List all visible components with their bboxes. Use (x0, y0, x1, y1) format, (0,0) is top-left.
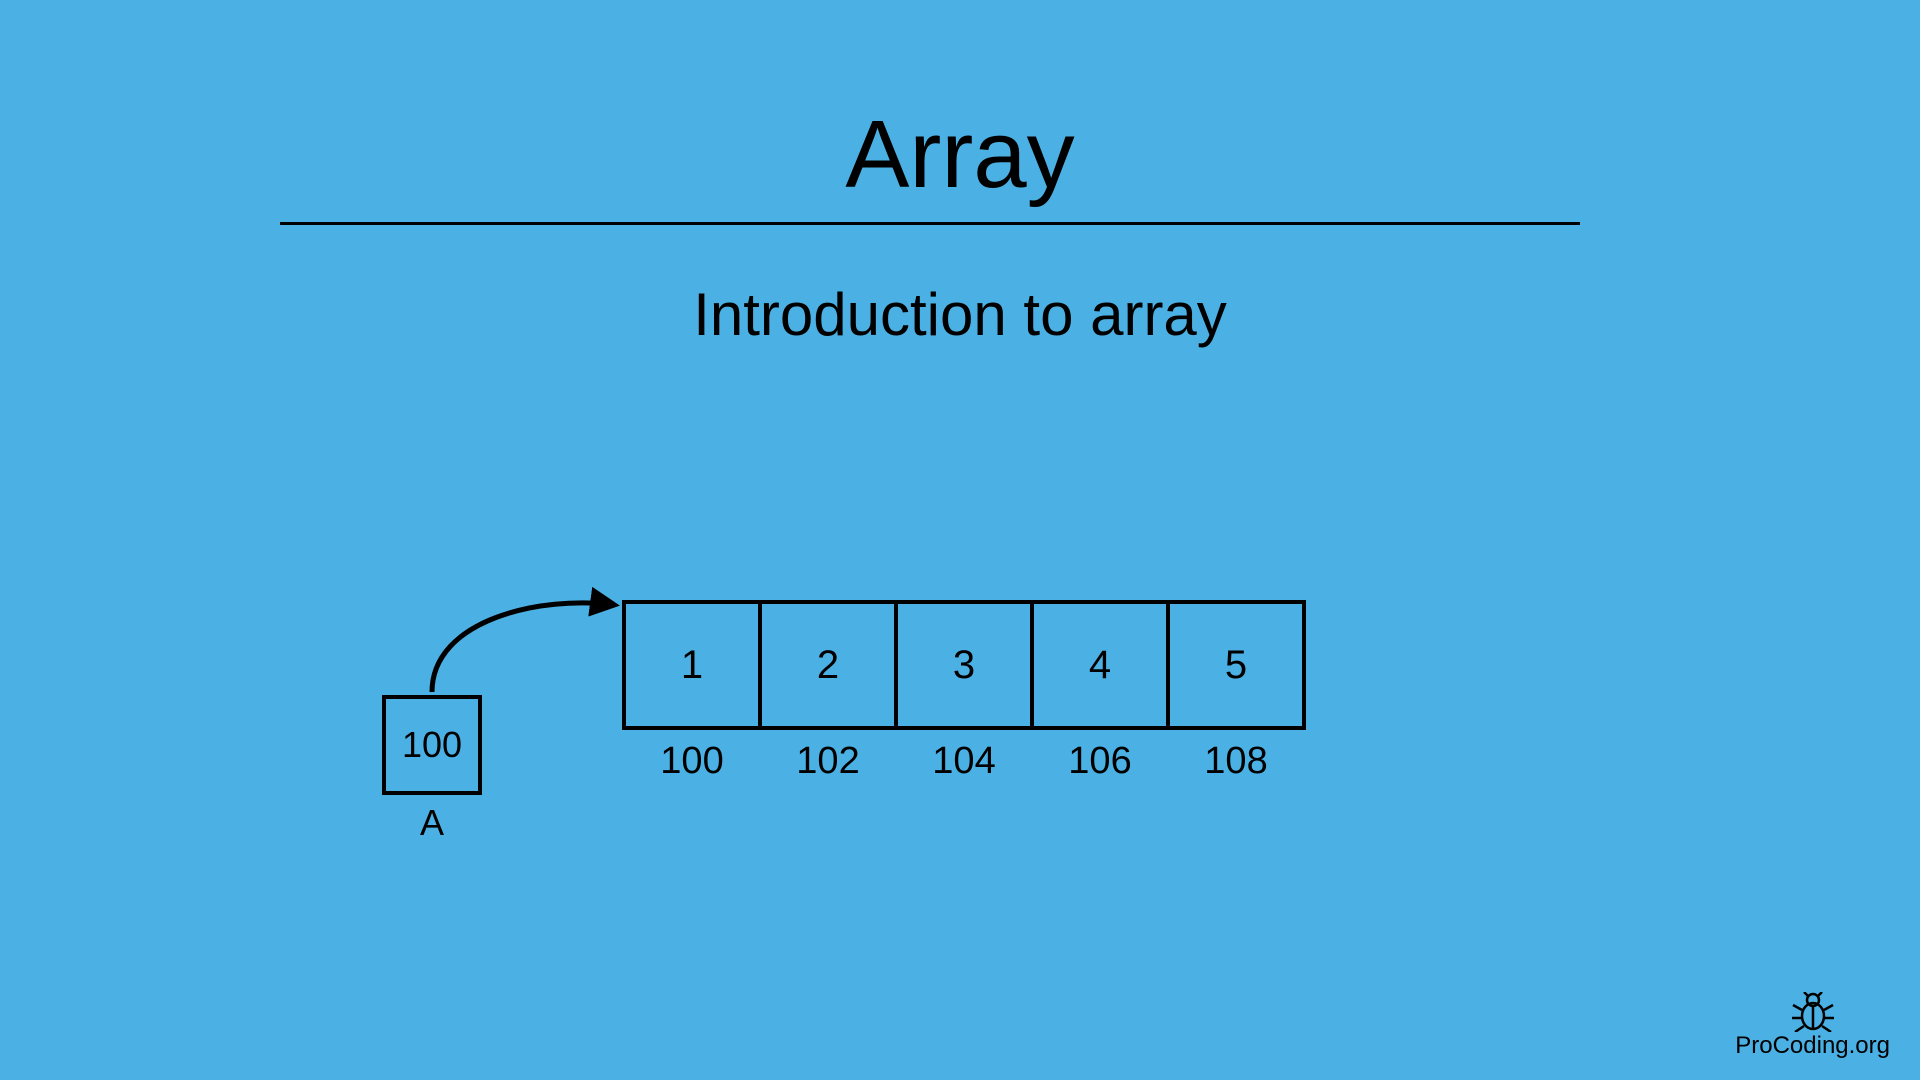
page-title: Array (845, 100, 1074, 210)
pointer-box: 100 (382, 695, 482, 795)
array-cell: 4 (1030, 600, 1170, 730)
address-label: 104 (894, 740, 1034, 783)
pointer-label: A (420, 802, 444, 844)
bug-icon (1735, 992, 1890, 1032)
address-label: 100 (622, 740, 762, 783)
array-cell: 5 (1166, 600, 1306, 730)
array-cell: 3 (894, 600, 1034, 730)
pointer-arrow (420, 580, 640, 710)
watermark-text: ProCoding.org (1735, 1032, 1890, 1060)
array-cell: 1 (622, 600, 762, 730)
address-label: 106 (1030, 740, 1170, 783)
page-subtitle: Introduction to array (693, 280, 1227, 349)
address-label: 108 (1166, 740, 1306, 783)
title-underline (280, 222, 1580, 225)
array-cells: 12345 (622, 600, 1306, 730)
array-cell: 2 (758, 600, 898, 730)
pointer-value: 100 (402, 724, 462, 766)
address-label: 102 (758, 740, 898, 783)
watermark: ProCoding.org (1735, 992, 1890, 1060)
array-addresses: 100102104106108 (622, 740, 1306, 783)
